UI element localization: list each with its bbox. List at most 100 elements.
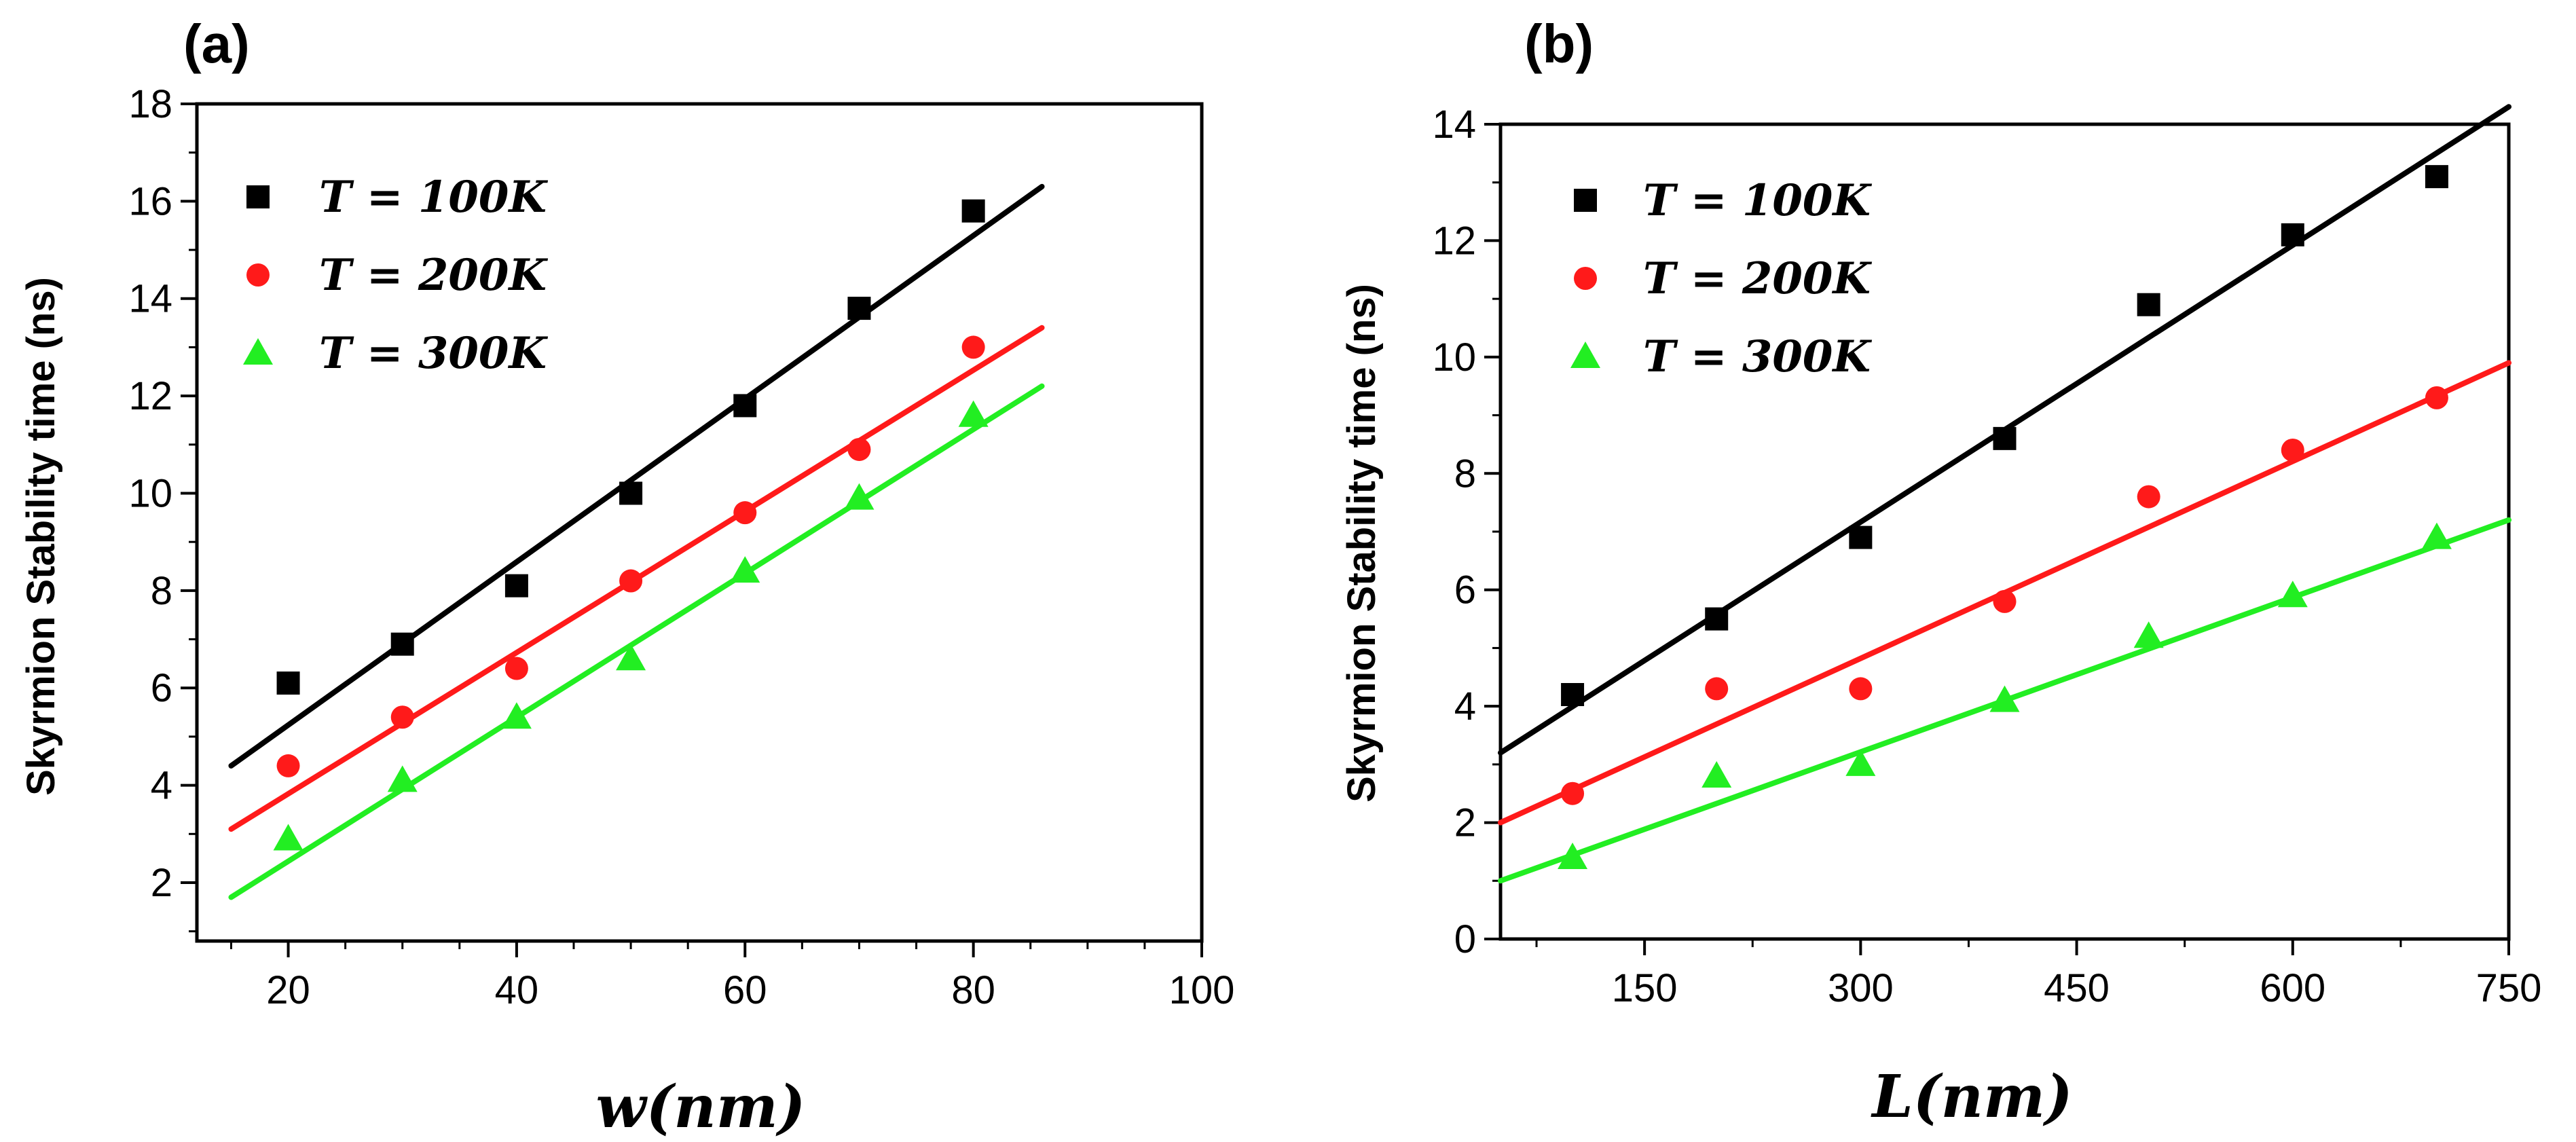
y-tick-label: 16 — [128, 179, 172, 223]
panel-a-x-axis-label: w(nm) — [596, 1073, 806, 1141]
fit-line-t-300k — [228, 383, 1045, 900]
panel-b-plot-frame — [1498, 122, 2511, 941]
legend-label-t-300k: T = 300K — [1643, 331, 1872, 382]
panel-a-data-points — [273, 199, 989, 851]
data-point-t-200k — [2425, 386, 2448, 409]
y-tick-label: 8 — [1454, 452, 1476, 496]
legend-label-t-100k: T = 100K — [319, 172, 548, 223]
y-tick-label: 12 — [128, 374, 172, 418]
legend-label-t-100k: T = 100K — [1643, 175, 1872, 226]
panel-a-legend: T = 100K T = 200K T = 300K — [243, 172, 548, 379]
y-tick-label: 18 — [128, 82, 172, 126]
panel-b-y-axis-label: Skyrmion Stability time (ns) — [1340, 284, 1384, 803]
panel-b-axis-ticks: 150 300 450 600 750 0 2 4 6 8 10 12 14 — [1432, 103, 2541, 1010]
x-tick-label: 150 — [1612, 966, 1678, 1010]
x-tick-label: 600 — [2260, 966, 2325, 1010]
legend-marker-t-100k — [246, 185, 270, 208]
x-tick-label: 750 — [2476, 966, 2542, 1010]
data-point-t-100k — [276, 671, 300, 695]
data-point-t-200k — [2281, 439, 2304, 462]
data-point-t-100k — [390, 632, 414, 656]
data-point-t-300k — [1701, 761, 1732, 788]
data-point-t-100k — [504, 574, 528, 597]
panel-a-axis-ticks: 20 40 60 80 100 2 4 6 8 10 12 14 16 18 — [128, 82, 1234, 1012]
data-point-t-100k — [2137, 293, 2160, 316]
y-tick-label: 12 — [1432, 219, 1476, 263]
y-tick-label: 4 — [1454, 684, 1476, 729]
data-point-t-200k — [390, 705, 414, 729]
panel-b-legend: T = 100K T = 200K T = 300K — [1570, 175, 1872, 382]
x-tick-label: 300 — [1828, 966, 1894, 1010]
data-point-t-300k — [273, 824, 303, 851]
panel-a-label: (a) — [183, 14, 250, 74]
x-tick-label: 60 — [723, 968, 767, 1012]
y-tick-label: 2 — [1454, 801, 1476, 845]
y-tick-label: 10 — [1432, 335, 1476, 380]
legend-marker-t-200k — [1574, 267, 1597, 290]
legend-marker-t-100k — [1574, 189, 1597, 212]
data-point-t-300k — [958, 400, 989, 427]
data-point-t-100k — [1561, 683, 1585, 706]
y-tick-label: 14 — [1432, 103, 1476, 147]
y-tick-label: 8 — [151, 569, 172, 613]
legend-label-t-200k: T = 200K — [1643, 253, 1872, 304]
data-point-t-300k — [2133, 621, 2164, 648]
x-tick-label: 80 — [951, 968, 995, 1012]
x-tick-label: 20 — [266, 968, 310, 1012]
data-point-t-200k — [1993, 589, 2017, 613]
data-point-t-300k — [616, 644, 646, 671]
data-point-t-300k — [730, 556, 760, 583]
data-point-t-300k — [1989, 685, 2020, 712]
data-point-t-300k — [2421, 522, 2452, 549]
data-point-t-300k — [501, 702, 532, 729]
legend-label-t-200k: T = 200K — [319, 250, 548, 301]
panel-b-data-points — [1558, 165, 2452, 869]
data-point-t-200k — [276, 754, 300, 777]
data-point-t-100k — [961, 199, 985, 223]
data-point-t-300k — [1558, 843, 1588, 869]
y-tick-label: 0 — [1454, 917, 1476, 961]
panel-b: (b) Skyrmion Stability time (ns) L(nm) 1… — [1340, 14, 2541, 1131]
data-point-t-300k — [2277, 581, 2308, 608]
panel-a: (a) Skyrmion Stability time (ns) w(nm) 2… — [19, 14, 1234, 1141]
data-point-t-100k — [1993, 426, 2017, 450]
y-tick-label: 6 — [151, 666, 172, 710]
panel-a-plot-frame — [195, 102, 1204, 943]
y-tick-label: 14 — [128, 277, 172, 321]
data-point-t-200k — [961, 335, 985, 359]
data-point-t-100k — [1849, 526, 1873, 549]
data-point-t-300k — [387, 765, 418, 792]
legend-marker-t-200k — [246, 263, 270, 287]
data-point-t-300k — [1845, 749, 1876, 776]
data-point-t-200k — [847, 437, 871, 461]
data-point-t-100k — [619, 481, 643, 505]
y-tick-label: 4 — [151, 764, 172, 808]
data-point-t-100k — [1705, 607, 1729, 631]
data-point-t-300k — [844, 483, 875, 510]
data-point-t-100k — [733, 394, 757, 418]
data-point-t-200k — [1561, 781, 1585, 805]
x-tick-label: 40 — [495, 968, 539, 1012]
y-tick-label: 10 — [128, 471, 172, 515]
y-tick-label: 2 — [151, 861, 172, 905]
data-point-t-200k — [1849, 677, 1873, 701]
x-tick-label: 100 — [1169, 968, 1235, 1012]
panel-b-x-axis-label: L(nm) — [1870, 1063, 2072, 1131]
data-point-t-200k — [1705, 677, 1729, 701]
legend-marker-t-300k — [243, 338, 273, 365]
panel-a-y-axis-label: Skyrmion Stability time (ns) — [19, 277, 63, 796]
panel-b-label: (b) — [1524, 14, 1594, 74]
data-point-t-100k — [847, 297, 871, 320]
data-point-t-200k — [504, 657, 528, 680]
data-point-t-100k — [2425, 165, 2448, 189]
data-point-t-200k — [619, 569, 643, 593]
y-tick-label: 6 — [1454, 568, 1476, 612]
legend-marker-t-300k — [1570, 342, 1600, 368]
data-point-t-200k — [733, 501, 757, 525]
x-tick-label: 450 — [2044, 966, 2110, 1010]
data-point-t-200k — [2137, 485, 2160, 509]
legend-label-t-300k: T = 300K — [319, 328, 548, 379]
data-point-t-100k — [2281, 223, 2304, 246]
fit-line-t-100k — [228, 183, 1045, 769]
